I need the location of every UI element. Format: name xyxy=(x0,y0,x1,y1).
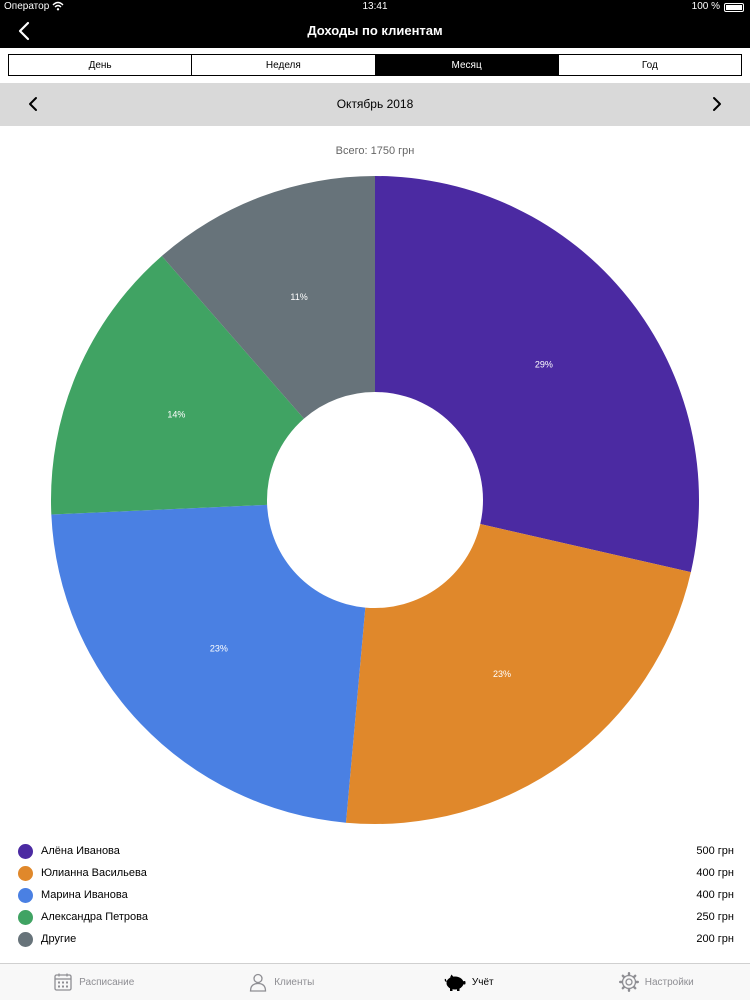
income-donut-chart: 29% 23% 23% 14% 11% xyxy=(0,160,750,840)
donut-chart-svg: 29% 23% 23% 14% 11% xyxy=(51,176,699,824)
segment-month[interactable]: Месяц xyxy=(375,55,559,75)
legend-client-name: Александра Петрова xyxy=(41,911,148,923)
chevron-left-icon xyxy=(29,97,37,111)
gear-icon xyxy=(618,972,639,992)
period-label: Октябрь 2018 xyxy=(336,97,414,111)
legend-item: Юлианна Васильева 400 грн xyxy=(18,862,734,884)
period-segmented-control: День Неделя Месяц Год xyxy=(8,54,742,76)
battery-percent: 100 % xyxy=(691,1,720,12)
legend-amount: 400 грн xyxy=(696,867,734,879)
period-selector: Октябрь 2018 xyxy=(0,83,750,126)
previous-period-button[interactable] xyxy=(22,93,44,115)
battery-icon xyxy=(724,3,744,12)
legend-amount: 200 грн xyxy=(696,933,734,945)
calendar-icon xyxy=(54,973,72,991)
piggy-bank-icon xyxy=(444,974,466,991)
donut-slice[interactable] xyxy=(161,176,375,419)
slice-percent-label: 23% xyxy=(493,669,511,679)
total-label: Всего: 1750 грн xyxy=(335,145,415,157)
chart-legend: Алёна Иванова 500 грн Юлианна Васильева … xyxy=(18,840,734,950)
legend-item: Алёна Иванова 500 грн xyxy=(18,840,734,862)
tab-label: Клиенты xyxy=(274,976,315,988)
wifi-icon xyxy=(52,1,64,13)
legend-client-name: Марина Иванова xyxy=(41,889,128,901)
segment-week[interactable]: Неделя xyxy=(192,55,376,75)
chevron-right-icon xyxy=(713,97,721,111)
legend-item: Александра Петрова 250 грн xyxy=(18,906,734,928)
slice-percent-label: 14% xyxy=(167,409,185,419)
legend-color-dot xyxy=(18,931,33,947)
donut-slice[interactable] xyxy=(51,504,366,823)
tab-label: Учёт xyxy=(471,976,494,988)
status-bar: Оператор 13:41 100 % xyxy=(0,0,750,14)
legend-item: Другие 200 грн xyxy=(18,928,734,950)
donut-slice[interactable] xyxy=(345,524,691,824)
carrier-label: Оператор xyxy=(4,1,50,12)
slice-percent-label: 11% xyxy=(290,292,307,302)
back-button[interactable] xyxy=(14,20,34,42)
legend-amount: 250 грн xyxy=(696,911,734,923)
clock: 13:41 xyxy=(362,1,388,12)
legend-amount: 400 грн xyxy=(696,889,734,901)
legend-color-dot xyxy=(18,843,33,859)
slice-percent-label: 29% xyxy=(535,360,553,370)
next-period-button[interactable] xyxy=(706,93,728,115)
legend-amount: 500 грн xyxy=(696,845,734,857)
legend-color-dot xyxy=(18,865,33,881)
segment-day[interactable]: День xyxy=(9,55,193,75)
tab-label: Расписание xyxy=(79,976,135,988)
legend-client-name: Алёна Иванова xyxy=(41,845,120,857)
slice-percent-label: 23% xyxy=(210,644,228,654)
legend-client-name: Другие xyxy=(41,933,77,945)
page-title: Доходы по клиентам xyxy=(307,23,443,38)
legend-color-dot xyxy=(18,909,33,925)
tab-schedule[interactable]: Расписание xyxy=(0,964,188,1000)
tab-clients[interactable]: Клиенты xyxy=(188,964,376,1000)
legend-color-dot xyxy=(18,887,33,903)
donut-slice[interactable] xyxy=(375,176,699,573)
person-icon xyxy=(250,973,267,992)
tab-label: Настройки xyxy=(644,976,694,988)
segment-year[interactable]: Год xyxy=(641,59,658,71)
tab-accounting[interactable]: Учёт xyxy=(375,964,563,1000)
tab-bar: Расписание Клиенты Учёт xyxy=(0,963,750,1000)
navigation-bar: Доходы по клиентам xyxy=(0,14,750,48)
legend-client-name: Юлианна Васильева xyxy=(41,867,147,879)
donut-slice[interactable] xyxy=(51,256,304,515)
legend-item: Марина Иванова 400 грн xyxy=(18,884,734,906)
chevron-left-icon xyxy=(18,21,30,41)
tab-settings[interactable]: Настройки xyxy=(563,964,750,1000)
